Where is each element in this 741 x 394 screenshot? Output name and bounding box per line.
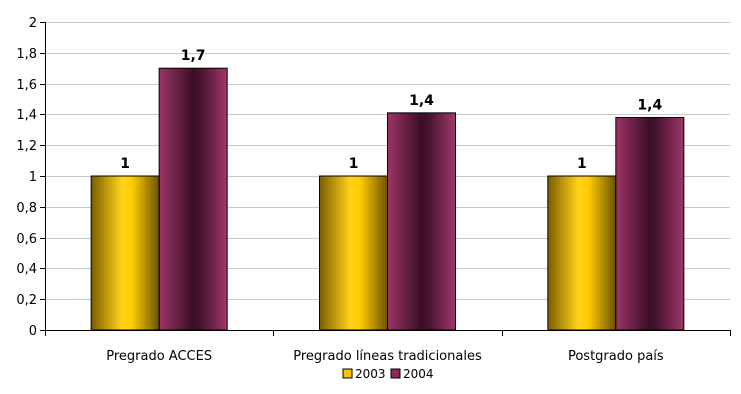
bar-2004-2	[387, 112, 456, 331]
category-label: Pregrado ACCES	[106, 349, 212, 364]
bar-2004-1	[158, 67, 228, 331]
bar-2003-2	[319, 175, 388, 331]
y-tick-label: 0,8	[16, 201, 37, 216]
y-tick-label: 1,8	[16, 47, 37, 62]
bars: 1 1,7 1 1,4 1 1,4	[90, 48, 685, 331]
data-label: 1	[349, 156, 359, 172]
legend-swatch-2004	[390, 368, 401, 379]
legend: 2003 2004	[342, 367, 434, 381]
y-tick-label: 1	[29, 170, 37, 185]
y-tick-label: 2	[29, 16, 37, 31]
y-axis: 0 0,2 0,4 0,6 0,8 1 1,2 1,4 1,6 1,8 2	[16, 16, 46, 339]
y-tick-label: 1,4	[16, 108, 37, 123]
bar-2003-3	[547, 175, 617, 331]
y-tick-label: 0,2	[16, 293, 37, 308]
bar-2003-1	[90, 175, 160, 331]
bar-2004-3	[615, 116, 685, 331]
data-label: 1,7	[181, 48, 206, 64]
legend-swatch-2003	[342, 368, 353, 379]
legend-label-2003: 2003	[355, 367, 386, 381]
y-tick-label: 0,6	[16, 232, 37, 247]
y-tick-label: 1,2	[16, 139, 37, 154]
data-label: 1,4	[409, 93, 434, 109]
category-label: Postgrado país	[568, 349, 664, 364]
y-tick-label: 0	[29, 324, 37, 339]
data-label: 1	[120, 156, 130, 172]
y-tick-label: 1,6	[16, 78, 37, 93]
y-tick-label: 0,4	[16, 262, 37, 277]
x-axis: Pregrado ACCES Pregrado líneas tradiciona…	[45, 330, 731, 364]
data-label: 1	[577, 156, 587, 172]
category-label: Pregrado líneas tradicionales	[293, 349, 482, 364]
legend-label-2004: 2004	[403, 367, 434, 381]
data-label: 1,4	[637, 97, 662, 113]
